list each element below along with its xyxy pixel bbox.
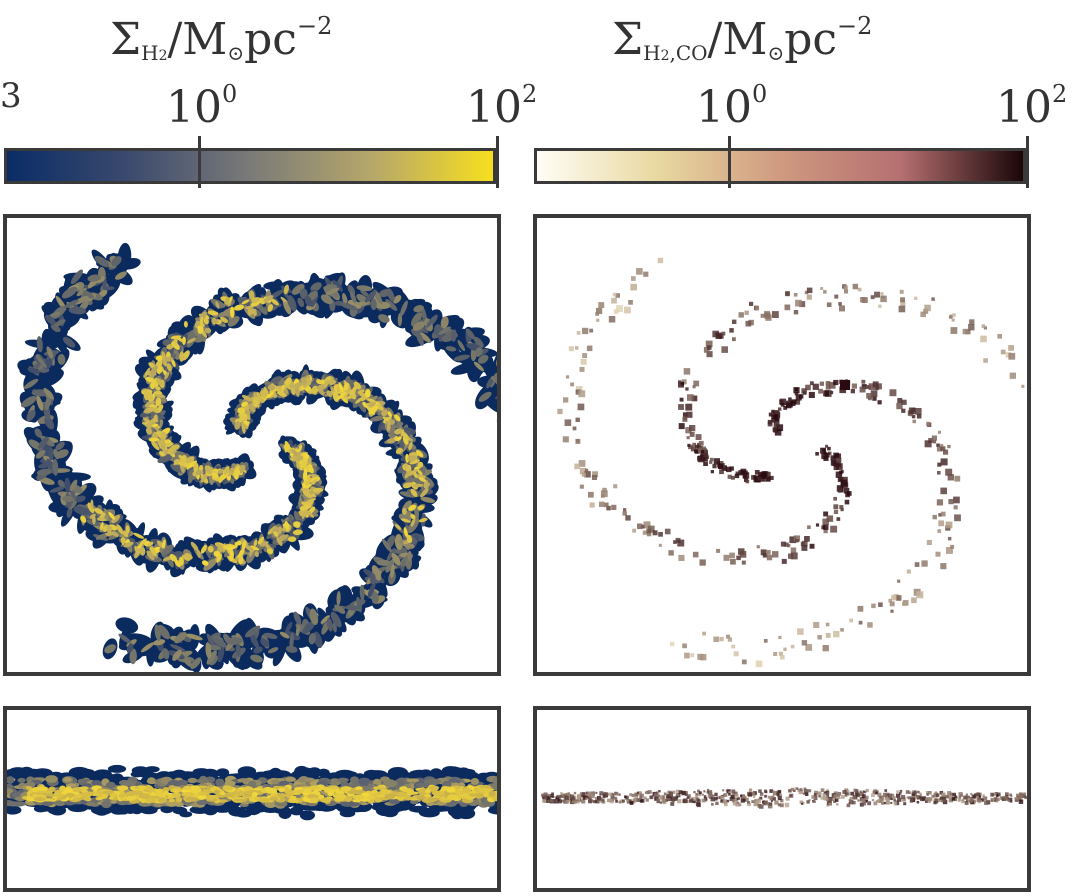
co-edge-on-map	[541, 787, 1027, 809]
tick-label-right-high: 102	[996, 80, 1068, 133]
tick-label-left-high: 102	[466, 80, 538, 133]
colorbar-label-h2-co: ΣH2,CO/M⊙pc−2	[612, 12, 873, 65]
colorbar-tick	[198, 136, 201, 188]
tick-label-left-low: 100	[166, 80, 238, 133]
colorbar-tick	[728, 136, 731, 188]
panel-h2-face-on	[3, 214, 501, 676]
panel-co-edge-on	[533, 706, 1031, 892]
colorbar-h2	[4, 148, 496, 184]
colorbar-tick	[1026, 136, 1029, 188]
panel-h2-edge-on	[3, 706, 501, 892]
tick-label-right-low: 100	[696, 80, 768, 133]
colorbar-h2-co	[534, 148, 1026, 184]
colorbar-tick	[496, 136, 499, 188]
edge-tick-label: 3	[0, 76, 22, 116]
h2-face-on-map	[17, 242, 497, 672]
h2-edge-on-map	[7, 764, 497, 821]
panel-co-face-on	[533, 214, 1031, 676]
co-face-on-map	[557, 257, 1025, 668]
colorbar-label-h2: ΣH2/M⊙pc−2	[110, 12, 333, 65]
